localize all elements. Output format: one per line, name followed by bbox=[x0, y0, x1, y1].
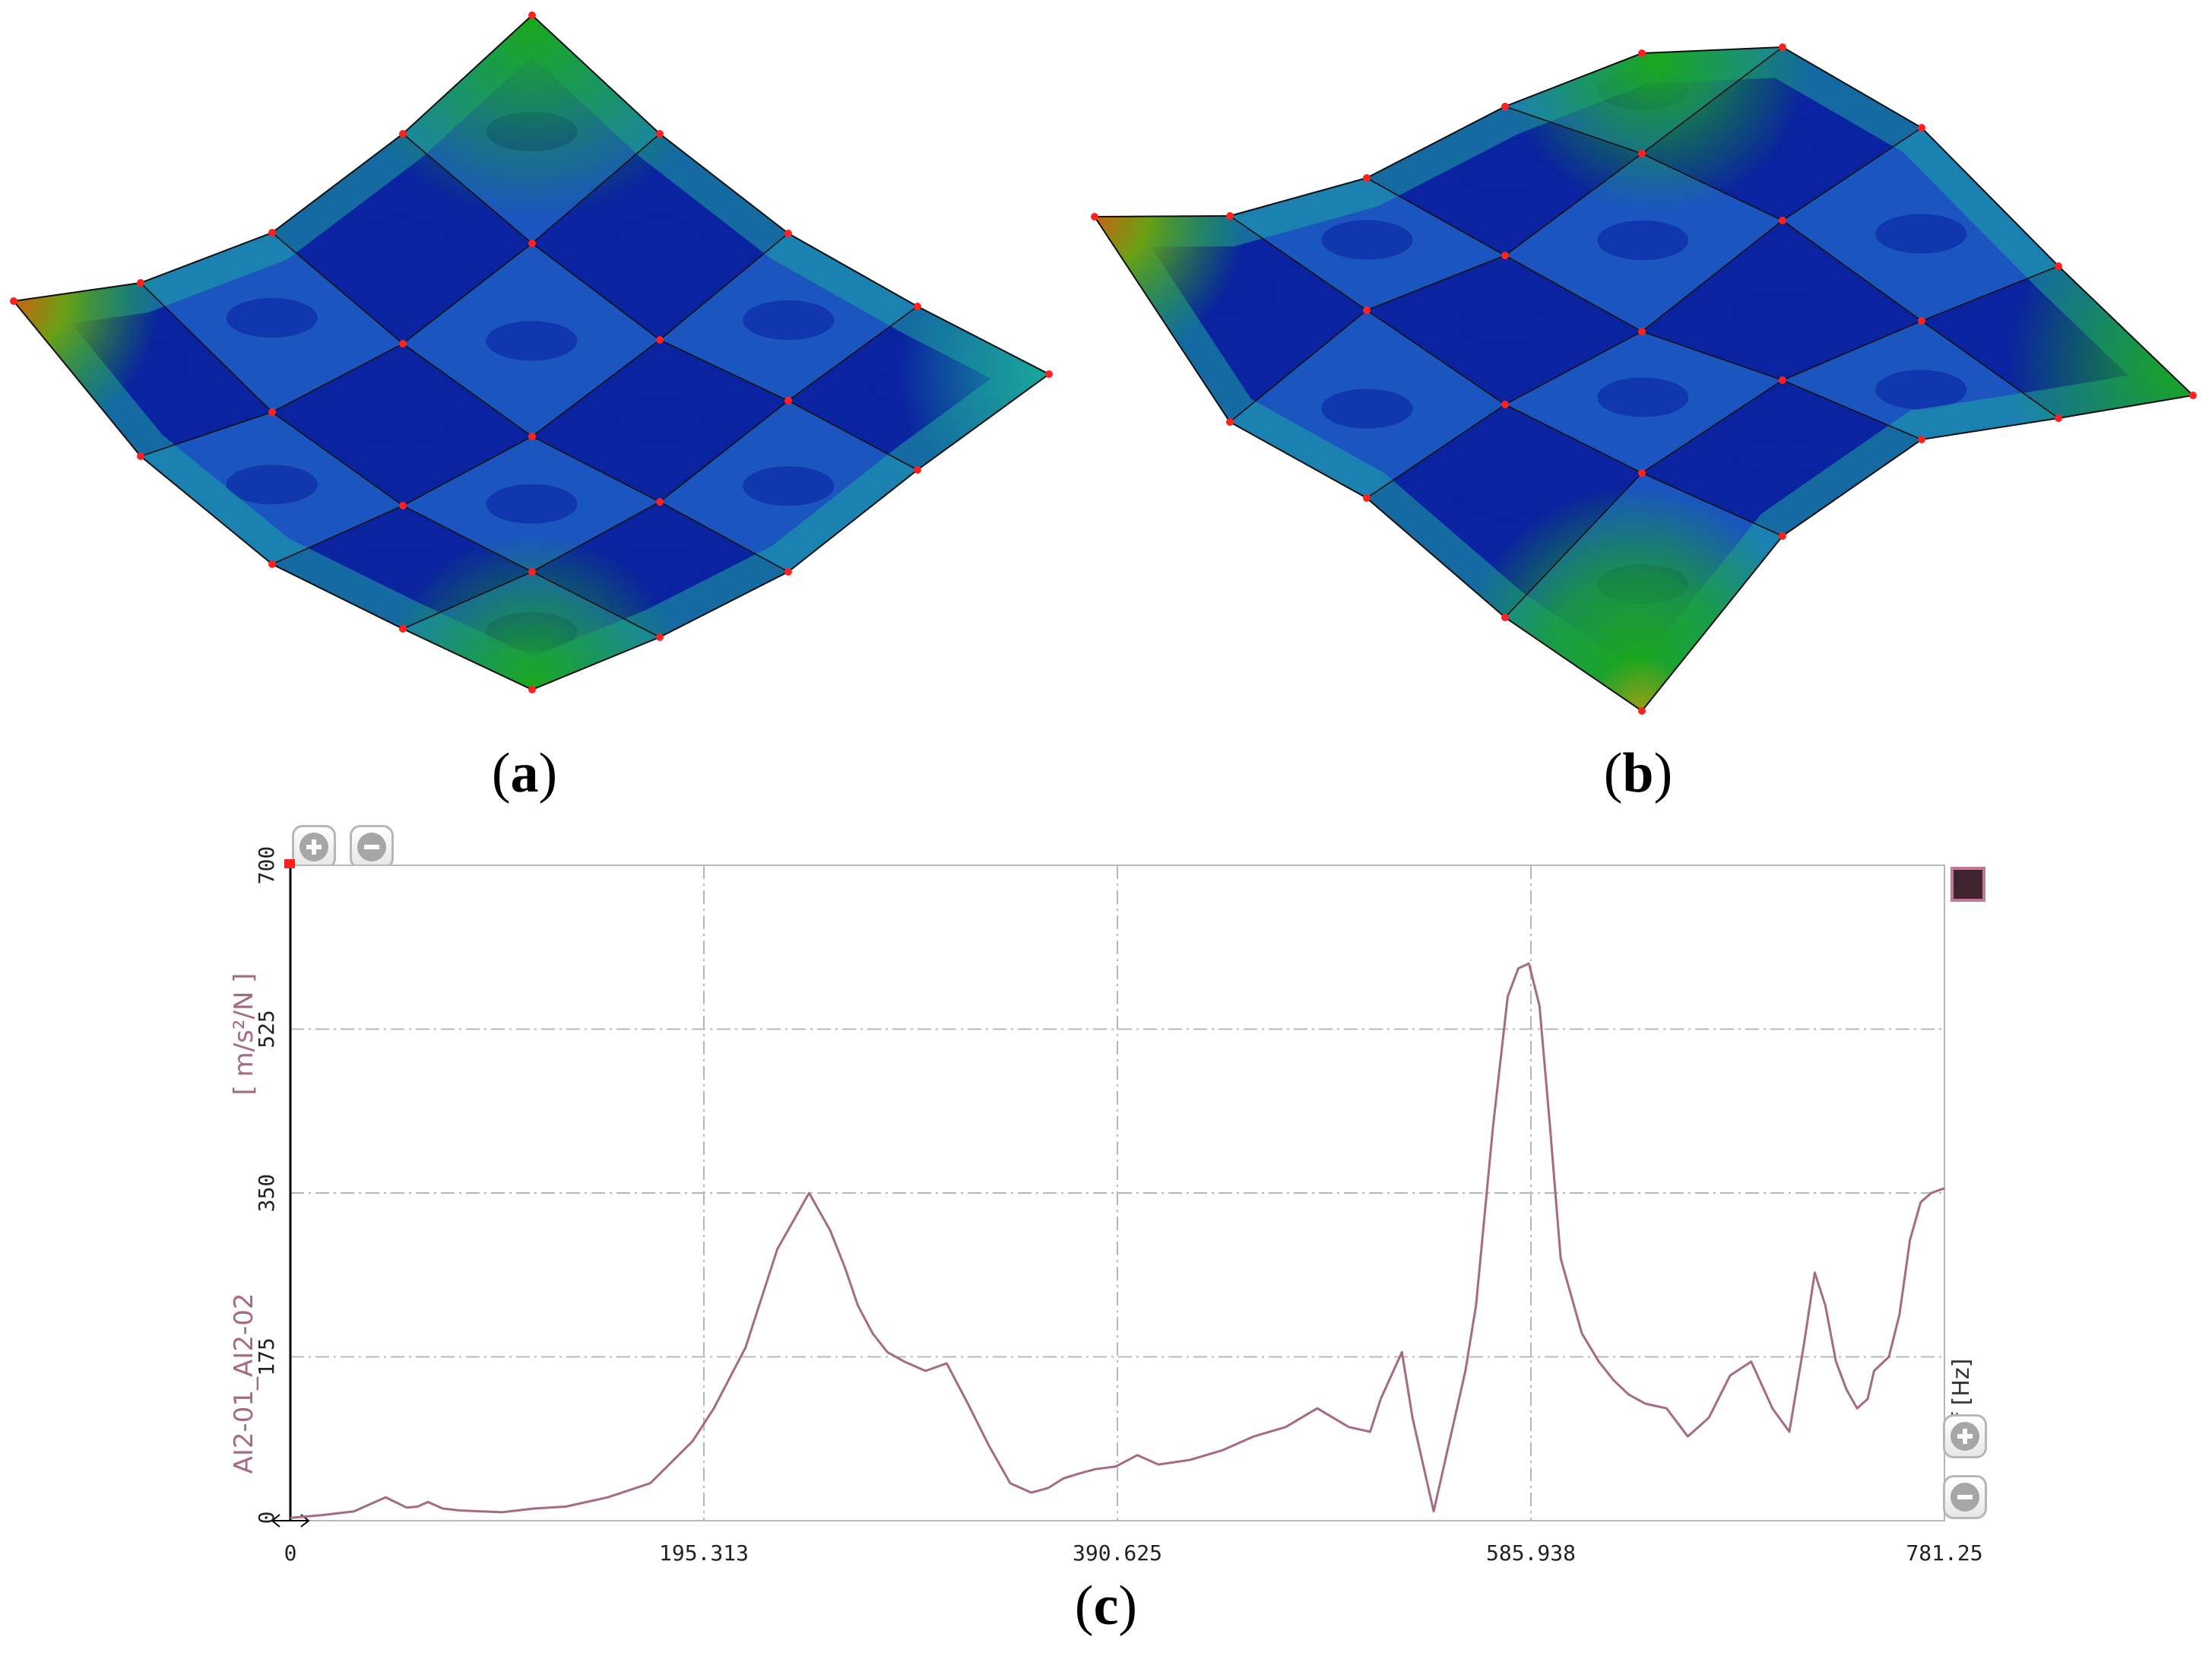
mesh-node bbox=[528, 11, 536, 19]
mesh-node bbox=[10, 297, 17, 305]
mesh-node bbox=[1363, 306, 1371, 314]
legend-swatch[interactable] bbox=[1951, 867, 1985, 902]
mesh-node bbox=[1638, 469, 1646, 477]
y-tick-label: 525 bbox=[254, 1010, 279, 1049]
mesh-node bbox=[528, 686, 536, 693]
axis-marker bbox=[284, 859, 295, 868]
mesh-node bbox=[656, 336, 664, 344]
mesh-node bbox=[528, 568, 536, 576]
mesh-node bbox=[656, 130, 664, 138]
mesh-node bbox=[1638, 150, 1646, 157]
y-tick-label: 175 bbox=[254, 1337, 279, 1376]
mesh-node bbox=[1363, 494, 1371, 502]
mesh-node bbox=[2055, 262, 2062, 270]
mesh-node bbox=[1501, 614, 1509, 621]
mesh-node bbox=[137, 452, 144, 460]
mesh-node bbox=[656, 633, 664, 641]
mesh-node bbox=[1779, 532, 1786, 540]
mesh-node bbox=[268, 408, 276, 416]
y-tick-label: 0 bbox=[254, 1512, 279, 1525]
mesh-node bbox=[268, 560, 276, 568]
x-tick-label: 781.25 bbox=[1906, 1540, 1982, 1566]
zoom-out-button[interactable] bbox=[350, 825, 394, 869]
mesh-node bbox=[1638, 707, 1646, 715]
mesh-node bbox=[1918, 317, 1925, 325]
mesh-node bbox=[137, 279, 144, 287]
mode-shape-a bbox=[10, 11, 1053, 693]
mesh-node bbox=[399, 130, 407, 138]
mesh-color-region bbox=[1095, 47, 2193, 711]
mesh-node bbox=[784, 230, 792, 237]
y-tick-label: 700 bbox=[254, 846, 279, 885]
mesh-node bbox=[784, 397, 792, 405]
mesh-node bbox=[914, 303, 921, 310]
mesh-node bbox=[1779, 376, 1786, 384]
caption-c: (c) bbox=[1074, 1575, 1138, 1637]
mesh-node bbox=[914, 466, 921, 474]
x-tick-label: 195.313 bbox=[659, 1540, 749, 1566]
zoom-in-button[interactable] bbox=[292, 825, 336, 869]
y-axis-label: AI2-01_AI2-02 [ m/s²/N ] bbox=[229, 973, 259, 1474]
minus-icon bbox=[1951, 1483, 1979, 1512]
caption-b: (b) bbox=[1603, 742, 1673, 804]
x-tick-label: 0 bbox=[284, 1540, 297, 1566]
frf-chart: 0 195.313 390.625 585.938 781.25 0 175 350 525 70… bbox=[229, 846, 1983, 1566]
mesh-node bbox=[1226, 418, 1234, 426]
mesh-node bbox=[656, 498, 664, 506]
x-axis-label: f [Hz] bbox=[1948, 1359, 1975, 1421]
mesh-node bbox=[1638, 328, 1646, 335]
y-tick-label: 350 bbox=[254, 1174, 279, 1213]
mesh-node bbox=[1779, 217, 1786, 224]
y-axis-channel: AI2-01_AI2-02 bbox=[229, 1293, 259, 1474]
plus-icon bbox=[1951, 1422, 1979, 1451]
series-line bbox=[290, 962, 1945, 1519]
mesh-node bbox=[1918, 436, 1925, 443]
mesh-node bbox=[399, 625, 407, 633]
minus-icon bbox=[357, 833, 386, 861]
mesh-node bbox=[1363, 174, 1371, 182]
mesh-node bbox=[399, 340, 407, 347]
x-tick-label: 390.625 bbox=[1073, 1540, 1162, 1566]
mesh-node bbox=[528, 433, 536, 440]
mesh-node bbox=[1045, 370, 1053, 378]
mesh-node bbox=[2189, 392, 2197, 399]
mesh-node bbox=[528, 240, 536, 247]
mesh-node bbox=[1091, 213, 1098, 221]
mesh-node bbox=[1779, 43, 1786, 51]
mesh-node bbox=[1638, 49, 1646, 57]
x-tick-label: 585.938 bbox=[1486, 1540, 1576, 1566]
mesh-node bbox=[1501, 252, 1509, 259]
zoom-out-x-button[interactable] bbox=[1943, 1475, 1987, 1519]
plus-icon bbox=[299, 833, 328, 861]
mode-shape-b bbox=[1091, 43, 2197, 715]
mesh-node bbox=[268, 229, 276, 236]
mesh-node bbox=[1226, 212, 1234, 220]
mesh-node bbox=[1501, 103, 1509, 110]
y-axis-unit: [ m/s²/N ] bbox=[229, 973, 259, 1096]
mesh-color-region bbox=[14, 15, 1049, 690]
mesh-node bbox=[784, 568, 792, 576]
caption-a: (a) bbox=[491, 742, 558, 804]
mesh-node bbox=[1918, 124, 1925, 132]
mesh-node bbox=[2055, 414, 2062, 422]
mesh-node bbox=[399, 502, 407, 509]
mesh-node bbox=[1501, 401, 1509, 408]
zoom-in-x-button[interactable] bbox=[1943, 1414, 1987, 1458]
